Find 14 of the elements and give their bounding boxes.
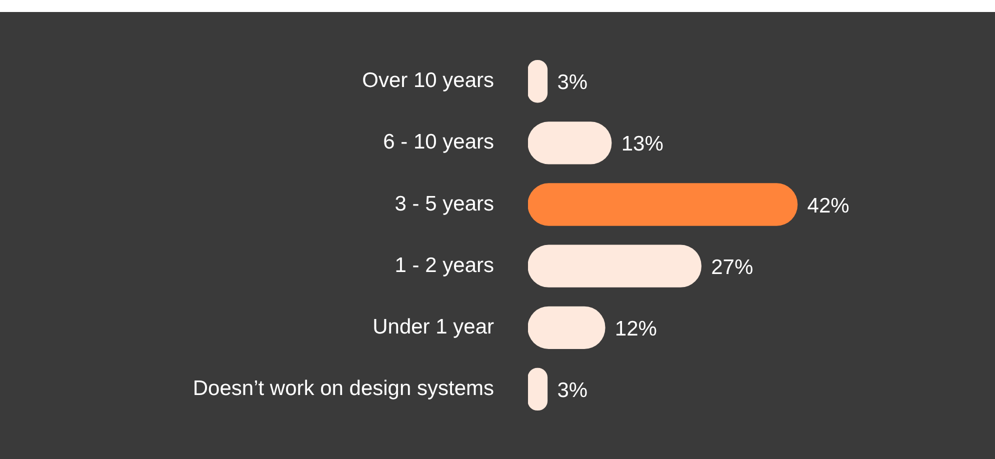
- y-tick-label: Under 1 year: [372, 315, 494, 338]
- data-label: 42%: [807, 194, 850, 218]
- bar: [528, 183, 798, 226]
- y-tick-label: 3 - 5 years: [394, 192, 494, 216]
- y-tick-label: 1 - 2 years: [394, 254, 494, 277]
- data-label: 12%: [614, 317, 657, 340]
- data-label: 27%: [711, 256, 754, 279]
- data-label: 3%: [557, 379, 588, 402]
- data-label: 13%: [621, 132, 664, 156]
- y-tick-label: 6 - 10 years: [383, 130, 494, 154]
- data-label: 3%: [557, 71, 588, 94]
- y-tick-label: Doesn’t work on design systems: [192, 377, 494, 400]
- bar: [528, 244, 702, 288]
- y-tick-label: Over 10 years: [362, 69, 494, 92]
